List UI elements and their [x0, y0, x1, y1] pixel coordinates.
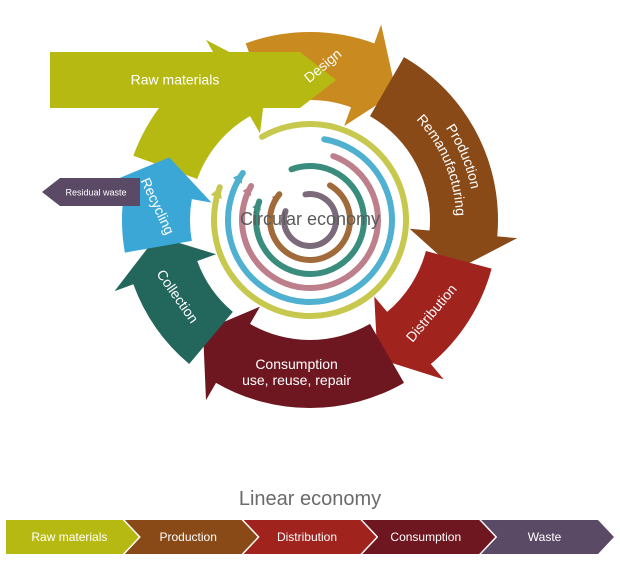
linear-step-distribution: Distribution — [244, 520, 377, 554]
linear-step-label-production: Production — [160, 530, 223, 544]
circular-title: Circular economy — [0, 209, 620, 230]
linear-step-raw: Raw materials — [6, 520, 139, 554]
linear-title: Linear economy — [0, 488, 620, 511]
linear-step-label-consumption: Consumption — [390, 530, 467, 544]
segment-label-raw: Raw materials — [131, 72, 220, 88]
segment-label-consumption: Consumption — [255, 356, 338, 372]
linear-step-label-raw: Raw materials — [31, 530, 113, 544]
linear-step-waste: Waste — [481, 520, 614, 554]
linear-step-label-distribution: Distribution — [277, 530, 343, 544]
residual-waste-label: Residual waste — [65, 187, 126, 197]
circular-economy-chart: Raw materials Residual waste DesignProdu… — [0, 0, 620, 460]
linear-step-label-waste: Waste — [528, 530, 568, 544]
segment-label-consumption: use, reuse, repair — [242, 372, 351, 388]
linear-step-consumption: Consumption — [362, 520, 495, 554]
linear-economy-row: Raw materials Production Distribution Consu… — [0, 520, 620, 554]
linear-step-production: Production — [125, 520, 258, 554]
diagram-root: Raw materials Residual waste DesignProdu… — [0, 0, 620, 568]
